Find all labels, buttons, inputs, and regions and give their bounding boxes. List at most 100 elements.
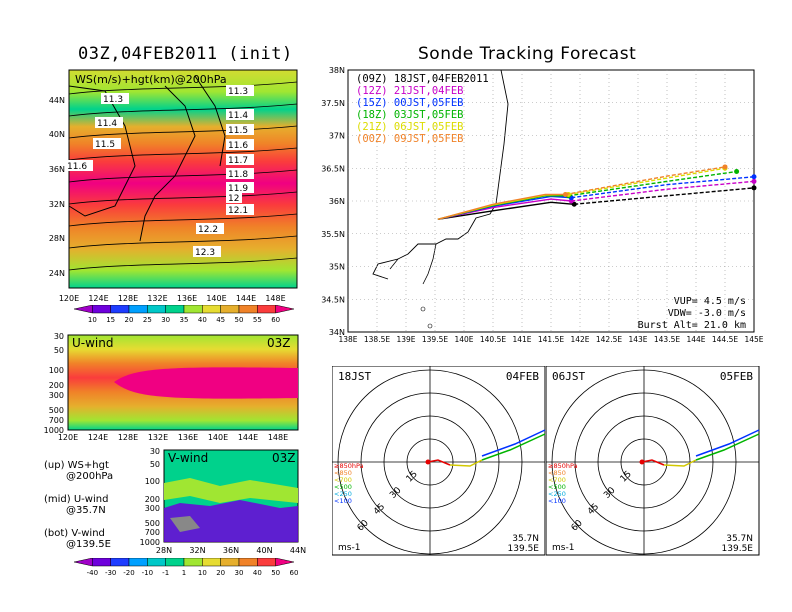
ws-colorbar: 10 15 20 25 30 35 40 45 50 55 60 — [73, 305, 295, 324]
u-pressure-tick: 50 — [54, 346, 64, 355]
track-descent-line — [568, 170, 737, 197]
contour-label: 11.5 — [228, 126, 248, 136]
colorbar-label: -20 — [123, 569, 134, 577]
u-pressure-tick: 500 — [49, 406, 64, 415]
colorbar-label: -10 — [142, 569, 153, 577]
ws-lon-tick: 144E — [236, 294, 256, 303]
v-pressure-tick: 100 — [145, 477, 160, 486]
hodo-trace-low — [641, 459, 665, 466]
contour-label-bg — [95, 117, 123, 128]
burst-point — [571, 201, 577, 207]
param-vdw: VDW= -3.0 m/s — [668, 308, 746, 319]
track-legend-entry: (15Z) 00JST,05FEB — [356, 97, 463, 109]
track-lon-tick: 138.5E — [364, 335, 390, 344]
u-lon-tick: 128E — [118, 433, 138, 442]
left-title: 03Z,04FEB2011 (init) — [78, 44, 293, 64]
hodo-legend-entry: <700 — [548, 476, 566, 484]
u-lon-tick: 136E — [178, 433, 198, 442]
v-pressure-tick: 700 — [145, 528, 160, 537]
track-lon-tick: 145E — [744, 335, 763, 344]
colorbar-label: 10 — [198, 569, 207, 577]
contour-label: 12.1 — [228, 206, 248, 216]
contour-label: 11.4 — [228, 111, 248, 121]
colorbar-label: 55 — [253, 316, 262, 324]
hodo-origin-dot — [639, 459, 645, 465]
colorbar-cell — [128, 558, 148, 567]
colorbar-label: 20 — [125, 316, 134, 324]
vwind-label: V-wind — [168, 451, 208, 465]
u-lon-tick: 132E — [148, 433, 168, 442]
colorbar-cell — [275, 558, 295, 567]
colorbar-label: -30 — [105, 569, 116, 577]
u-pressure-tick: 700 — [49, 416, 64, 425]
colorbar-cell — [238, 305, 258, 314]
colorbar-cell — [183, 305, 203, 314]
contour-label-bg — [226, 109, 254, 120]
colorbar-label: 40 — [253, 569, 262, 577]
hodo-legend-entry: <250 — [548, 490, 566, 498]
colorbar-label: 20 — [216, 569, 225, 577]
contour-label-bg — [226, 154, 254, 165]
contour-label: 11.4 — [97, 119, 117, 129]
hodo-legend-entry: <700 — [334, 476, 352, 484]
track-descent-line — [574, 187, 755, 205]
legend-note-bot: (bot) V-wind @139.5E — [44, 528, 111, 550]
track-descent-line — [571, 180, 755, 202]
hodo-time: 06JST — [552, 370, 585, 383]
contour-label-bg — [226, 204, 254, 215]
colorbar-cell — [92, 305, 111, 314]
track-ascent-line — [437, 193, 566, 221]
contour-label-bg — [65, 160, 93, 171]
hodo-origin-dot — [425, 459, 431, 465]
colorbar-cell — [257, 558, 276, 567]
track-ascent-line — [437, 201, 575, 221]
track-lon-tick: 142E — [570, 335, 589, 344]
param-vup: VUP= 4.5 m/s — [674, 296, 746, 307]
hodo-trace-mid — [663, 459, 697, 467]
contour-label: 11.6 — [228, 141, 248, 151]
hodo-unit: ms-1 — [552, 543, 574, 553]
track-lon-tick: 140.5E — [480, 335, 506, 344]
hodo-legend-entry: ≥850hPa — [548, 462, 578, 470]
ws-lat-tick: 28N — [49, 234, 65, 243]
legend-note-mid: (mid) U-wind @35.7N — [44, 494, 109, 516]
hodo-time: 18JST — [338, 370, 371, 383]
contour-label-bg — [101, 93, 129, 104]
contour-label-bg — [93, 138, 121, 149]
v-pressure-tick: 500 — [145, 519, 160, 528]
hodo-legend-entry: <100 — [548, 497, 566, 505]
track-lat-tick: 34N — [329, 328, 345, 337]
hodo-trace-top — [481, 429, 546, 457]
v-lat-tick: 32N — [189, 546, 205, 555]
u-pressure-tick: 200 — [49, 381, 64, 390]
hodo-trace-upper — [695, 433, 760, 461]
ws-lon-tick: 120E — [59, 294, 79, 303]
landing-point — [751, 174, 757, 180]
track-legend-entry: (21Z) 06JST,05FEB — [356, 121, 463, 133]
contour-label-bg — [226, 192, 242, 203]
colorbar-cell — [73, 305, 93, 314]
colorbar-label: 60 — [271, 316, 280, 324]
hodo-trace-upper — [481, 433, 546, 461]
track-lat-tick: 35.5N — [321, 230, 345, 239]
track-legend-entry: (00Z) 09JST,05FEB — [356, 133, 463, 145]
contour-label: 11.8 — [228, 170, 248, 180]
ws-map-panel: 44N 40N 36N 32N 28N 24N 120E 124E 128E 132E 136E 14… — [49, 69, 298, 303]
v-lat-tick: 44N — [290, 546, 306, 555]
track-lon-tick: 143.5E — [654, 335, 680, 344]
colorbar-label: -40 — [87, 569, 98, 577]
track-lat-tick: 35N — [329, 263, 345, 272]
track-lat-tick: 36N — [329, 197, 345, 206]
colorbar-label: 30 — [161, 316, 170, 324]
hodo-lat: 35.7N — [726, 534, 753, 544]
ws-lon-tick: 136E — [177, 294, 197, 303]
track-legend-entry: (18Z) 03JST,05FEB — [356, 109, 463, 121]
hodo-legend-entry: <850 — [548, 469, 566, 477]
ws-lat-tick: 44N — [49, 96, 65, 105]
colorbar-label: -1 — [162, 569, 169, 577]
